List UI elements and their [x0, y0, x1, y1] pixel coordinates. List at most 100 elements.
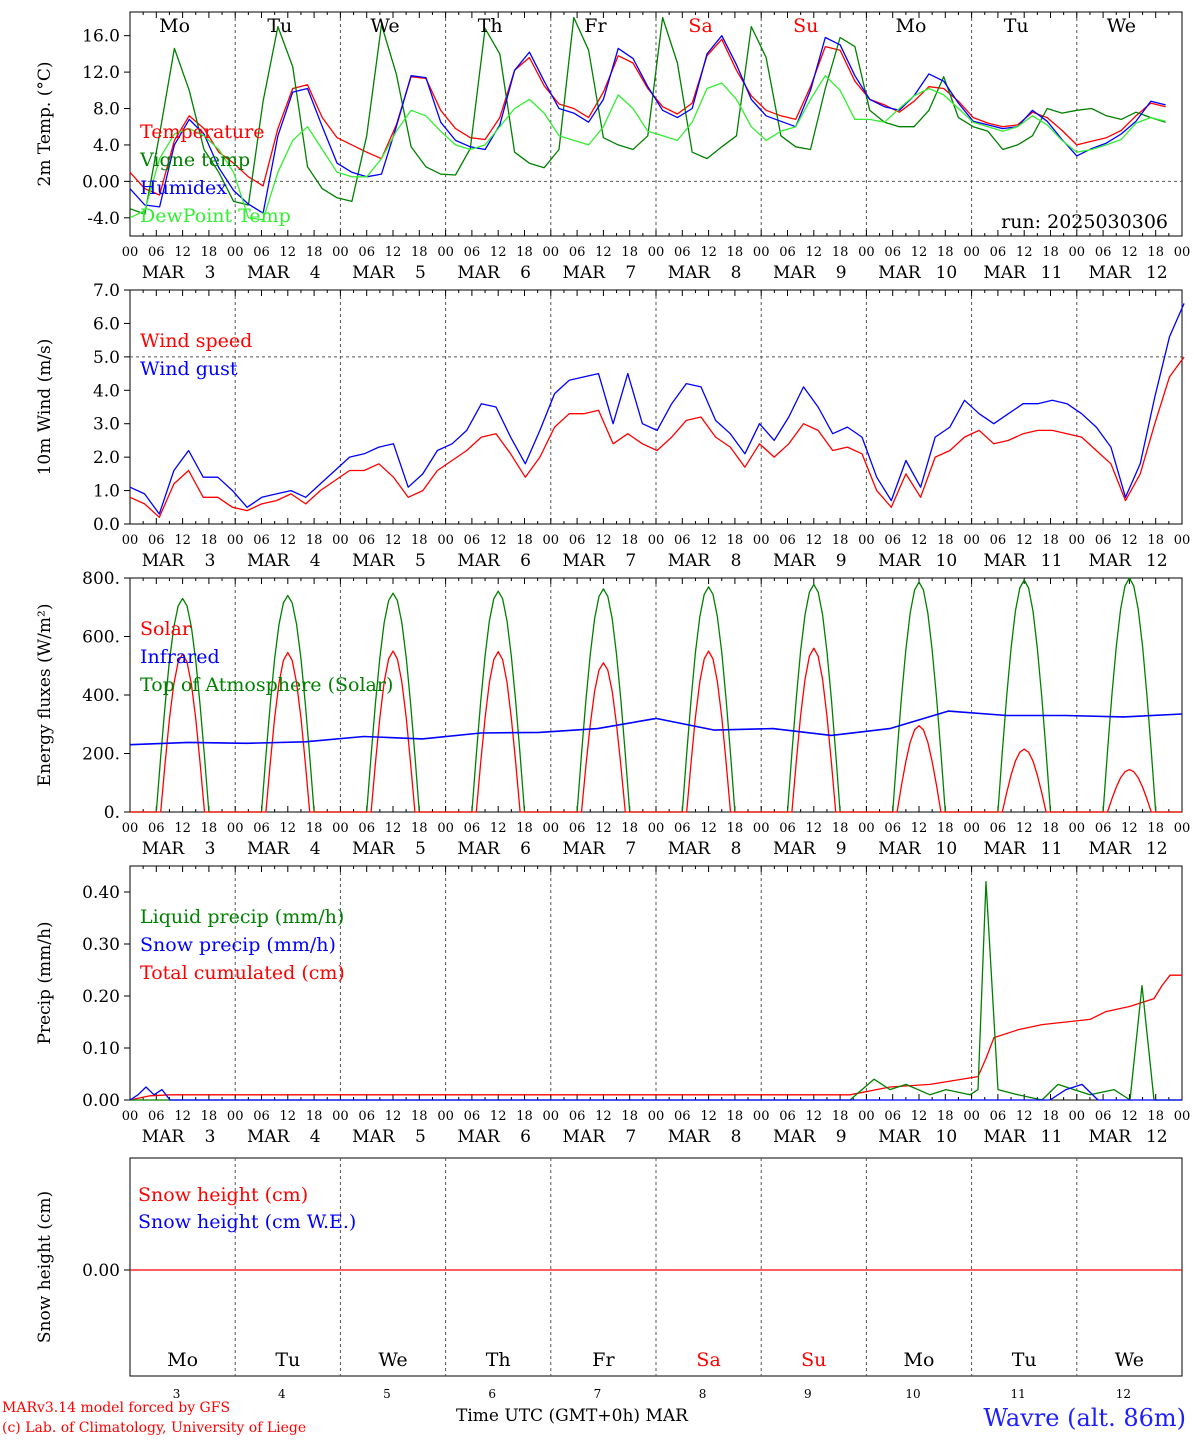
date-month-label: MAR: [773, 551, 817, 571]
hour-tick-label: 18: [201, 1109, 218, 1124]
date-month-label: MAR: [983, 1127, 1027, 1147]
date-month-label: MAR: [563, 551, 607, 571]
y-tick-label: 200.: [82, 745, 120, 765]
hour-tick-label: 06: [253, 821, 270, 836]
y-axis-label: 10m Wind (m/s): [35, 339, 55, 476]
y-tick-label: 0.0: [93, 515, 120, 535]
hour-tick-label: 12: [1016, 1109, 1033, 1124]
date-day-label: 9: [836, 551, 847, 571]
date-month-label: MAR: [1089, 551, 1133, 571]
date-month-label: MAR: [983, 263, 1027, 283]
legend-entry: Wind speed: [140, 330, 252, 352]
weekday-label: Sa: [688, 15, 712, 37]
weekday-label: Fr: [584, 15, 607, 37]
y-tick-label: 0.00: [82, 172, 120, 192]
weekday-label: Th: [478, 15, 503, 37]
hour-tick-label: 00: [543, 245, 560, 260]
date-day-label: 8: [731, 1127, 742, 1147]
y-tick-label: 0.20: [82, 987, 120, 1007]
y-tick-label: 0.10: [82, 1039, 120, 1059]
legend-entry: Vigne temp: [139, 149, 250, 171]
hour-tick-label: 00: [543, 533, 560, 548]
y-tick-label: 7.0: [93, 281, 120, 301]
legend-entry: Top of Atmosphere (Solar): [140, 674, 393, 696]
lab-credit: (c) Lab. of Climatology, University of L…: [2, 1420, 307, 1436]
hour-tick-label: 12: [595, 821, 612, 836]
day-number-label: 4: [278, 1387, 286, 1400]
y-axis-label: Snow height (cm): [35, 1191, 55, 1343]
hour-tick-label: 00: [963, 821, 980, 836]
hour-tick-label: 12: [280, 1109, 297, 1124]
hour-tick-label: 18: [621, 533, 638, 548]
hour-tick-label: 00: [437, 1109, 454, 1124]
hour-tick-label: 12: [806, 245, 823, 260]
legend-entry: Snow precip (mm/h): [140, 934, 336, 956]
hour-tick-label: 00: [753, 245, 770, 260]
y-tick-label: 4.0: [93, 136, 120, 156]
hour-tick-label: 06: [1095, 821, 1112, 836]
hour-tick-label: 06: [358, 533, 375, 548]
panel-frame: [129, 11, 1183, 237]
hour-tick-label: 00: [858, 821, 875, 836]
hour-tick-label: 18: [516, 821, 533, 836]
weekday-label: Su: [793, 15, 818, 37]
hour-tick-label: 06: [990, 821, 1007, 836]
date-month-label: MAR: [773, 839, 817, 859]
hour-tick-label: 06: [464, 245, 481, 260]
hour-tick-label: 00: [332, 245, 349, 260]
y-tick-label: 16.0: [82, 27, 120, 47]
day-number-label: 9: [804, 1387, 812, 1400]
hour-tick-label: 18: [411, 533, 428, 548]
hour-tick-label: 00: [122, 245, 139, 260]
hour-tick-label: 18: [1147, 821, 1164, 836]
hour-tick-label: 12: [174, 1109, 191, 1124]
hour-tick-label: 06: [1095, 533, 1112, 548]
date-month-label: MAR: [247, 1127, 291, 1147]
run-annotation: run: 2025030306: [1001, 211, 1168, 233]
hour-tick-label: 18: [1147, 245, 1164, 260]
hour-tick-label: 00: [1069, 245, 1086, 260]
date-month-label: MAR: [668, 551, 712, 571]
date-month-label: MAR: [352, 263, 396, 283]
hour-tick-label: 12: [911, 1109, 928, 1124]
hour-tick-label: 12: [700, 245, 717, 260]
hour-tick-label: 12: [806, 821, 823, 836]
weekday-label: Mo: [159, 15, 190, 37]
hour-tick-label: 12: [280, 245, 297, 260]
hour-tick-label: 06: [674, 821, 691, 836]
hour-tick-label: 12: [490, 245, 507, 260]
hour-tick-label: 06: [779, 533, 796, 548]
hour-tick-label: 12: [911, 245, 928, 260]
hour-tick-label: 00: [1069, 821, 1086, 836]
hour-tick-label: 12: [174, 245, 191, 260]
hour-tick-label: 12: [595, 1109, 612, 1124]
hour-tick-label: 18: [411, 821, 428, 836]
hour-tick-label: 12: [1016, 245, 1033, 260]
hour-tick-label: 12: [1121, 245, 1138, 260]
hour-tick-label: 06: [358, 1109, 375, 1124]
date-day-label: 4: [310, 1127, 321, 1147]
hour-tick-label: 18: [937, 245, 954, 260]
hour-tick-label: 18: [1042, 533, 1059, 548]
date-month-label: MAR: [457, 839, 501, 859]
hour-tick-label: 12: [1016, 821, 1033, 836]
hour-tick-label: 00: [437, 245, 454, 260]
hour-tick-label: 18: [306, 245, 323, 260]
weekday-label: Tu: [275, 1349, 300, 1371]
hour-tick-label: 12: [595, 245, 612, 260]
date-month-label: MAR: [247, 263, 291, 283]
hour-tick-label: 06: [1095, 245, 1112, 260]
date-day-label: 11: [1041, 551, 1063, 571]
date-day-label: 4: [310, 839, 321, 859]
hour-tick-label: 12: [1121, 533, 1138, 548]
date-day-label: 9: [836, 839, 847, 859]
date-day-label: 7: [625, 839, 636, 859]
hour-tick-label: 12: [806, 1109, 823, 1124]
hour-tick-label: 00: [227, 245, 244, 260]
panel-0: [129, 11, 1183, 237]
hour-tick-label: 06: [148, 533, 165, 548]
hour-tick-label: 06: [358, 245, 375, 260]
date-day-label: 6: [520, 1127, 531, 1147]
date-month-label: MAR: [773, 263, 817, 283]
date-month-label: MAR: [1089, 839, 1133, 859]
